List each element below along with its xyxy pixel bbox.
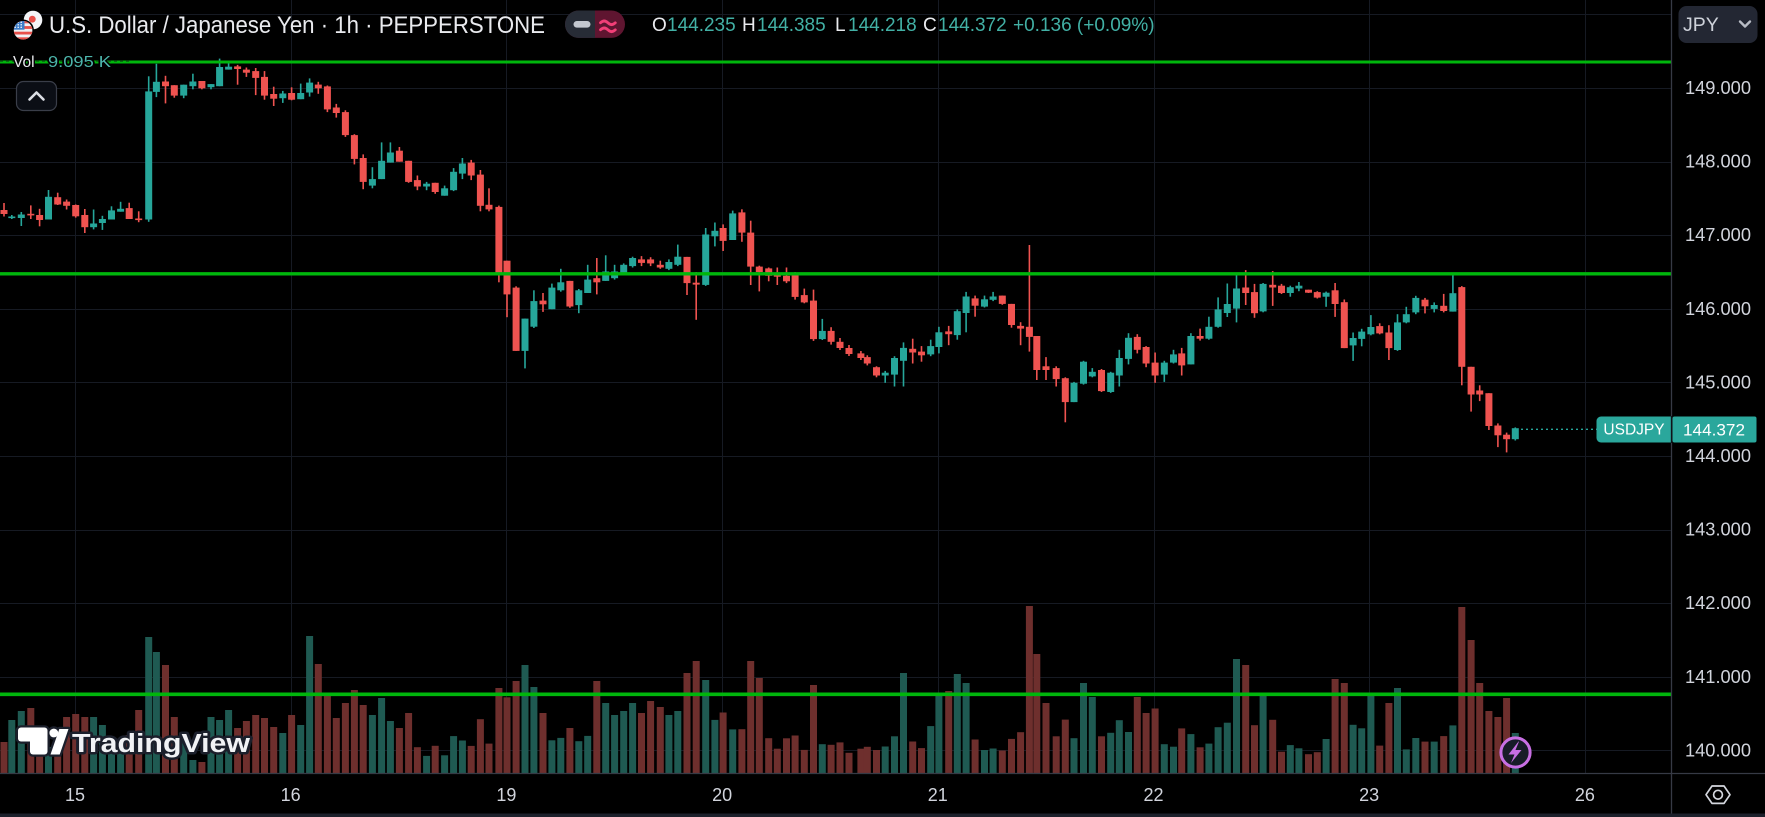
svg-text:19: 19	[496, 785, 516, 805]
svg-text:149.000: 149.000	[1685, 78, 1751, 98]
svg-text:144.385: 144.385	[757, 15, 826, 36]
svg-text:145.000: 145.000	[1685, 372, 1751, 392]
svg-text:141.000: 141.000	[1685, 667, 1751, 687]
svg-text:144.000: 144.000	[1685, 446, 1751, 466]
svg-text:140.000: 140.000	[1685, 740, 1751, 760]
svg-text:+0.136 (+0.09%): +0.136 (+0.09%)	[1013, 15, 1155, 36]
svg-text:JPY: JPY	[1683, 14, 1719, 36]
svg-text:143.000: 143.000	[1685, 520, 1751, 540]
svg-text:20: 20	[712, 785, 732, 805]
svg-text:USDJPY: USDJPY	[1603, 422, 1664, 439]
svg-text:U.S. Dollar / Japanese Yen · 1: U.S. Dollar / Japanese Yen · 1h · PEPPER…	[49, 12, 545, 39]
svg-text:142.000: 142.000	[1685, 593, 1751, 613]
svg-text:22: 22	[1143, 785, 1163, 805]
svg-text:15: 15	[65, 785, 85, 805]
svg-text:144.218: 144.218	[848, 15, 917, 36]
svg-text:H: H	[742, 15, 756, 36]
svg-text:Vol: Vol	[13, 54, 35, 71]
svg-text:C: C	[923, 15, 937, 36]
svg-text:147.000: 147.000	[1685, 225, 1751, 245]
svg-text:148.000: 148.000	[1685, 152, 1751, 172]
svg-text:26: 26	[1575, 785, 1595, 805]
svg-text:144.372: 144.372	[938, 15, 1007, 36]
svg-text:144.235: 144.235	[667, 15, 736, 36]
svg-text:O: O	[652, 15, 667, 36]
svg-text:23: 23	[1359, 785, 1379, 805]
svg-text:146.000: 146.000	[1685, 299, 1751, 319]
svg-text:TradingView: TradingView	[72, 730, 250, 758]
svg-text:21: 21	[928, 785, 948, 805]
svg-text:144.372: 144.372	[1683, 421, 1745, 440]
svg-text:L: L	[835, 15, 846, 36]
svg-text:16: 16	[281, 785, 301, 805]
svg-text:9.095 K: 9.095 K	[48, 54, 112, 71]
